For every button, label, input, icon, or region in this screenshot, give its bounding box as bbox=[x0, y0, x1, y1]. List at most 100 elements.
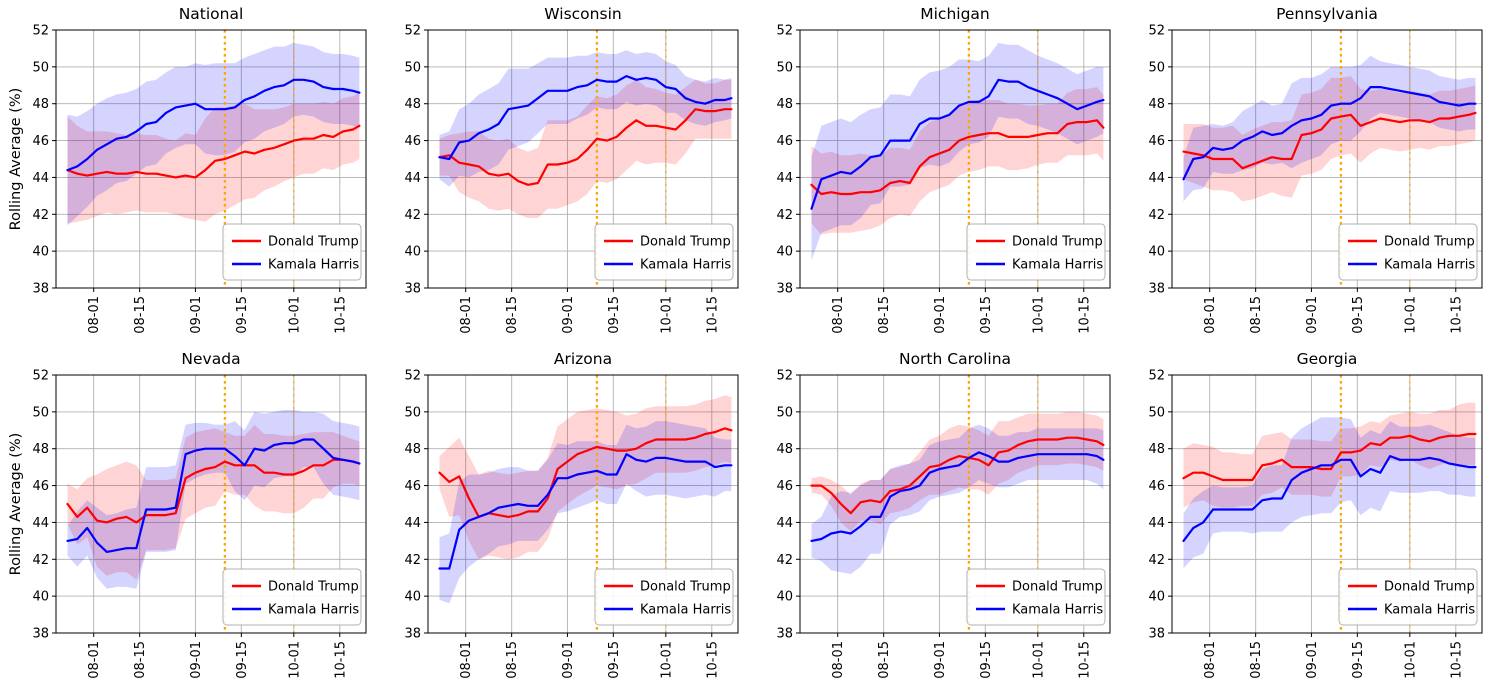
svg-text:42: 42 bbox=[32, 553, 49, 568]
svg-text:10-01: 10-01 bbox=[1403, 296, 1418, 334]
svg-text:10-15: 10-15 bbox=[333, 641, 348, 679]
subplot-title-north-carolina: North Carolina bbox=[898, 350, 1012, 368]
svg-text:48: 48 bbox=[1148, 97, 1165, 112]
svg-text:08-01: 08-01 bbox=[1203, 641, 1218, 679]
svg-text:09-15: 09-15 bbox=[1351, 641, 1366, 679]
svg-text:Donald Trump: Donald Trump bbox=[268, 235, 359, 250]
svg-text:44: 44 bbox=[404, 171, 421, 186]
svg-text:08-01: 08-01 bbox=[459, 296, 474, 334]
svg-text:46: 46 bbox=[404, 479, 421, 494]
svg-text:42: 42 bbox=[776, 553, 793, 568]
svg-text:50: 50 bbox=[776, 60, 793, 75]
svg-text:52: 52 bbox=[404, 369, 421, 384]
svg-text:08-15: 08-15 bbox=[1249, 641, 1264, 679]
subplot-arizona: 38 40 42 44 46 48 50 52 08-01 08-15 09-01 09-15 10-0… bbox=[372, 345, 744, 690]
subplot-title-national: National bbox=[178, 5, 244, 23]
svg-text:42: 42 bbox=[32, 208, 49, 223]
svg-text:50: 50 bbox=[776, 405, 793, 420]
svg-text:44: 44 bbox=[776, 516, 793, 531]
svg-text:08-01: 08-01 bbox=[1203, 296, 1218, 334]
svg-text:52: 52 bbox=[32, 24, 49, 39]
svg-text:Donald Trump: Donald Trump bbox=[640, 580, 731, 595]
subplot-georgia: 38 40 42 44 46 48 50 52 08-01 08-15 09-01 09-15 10-0… bbox=[1116, 345, 1488, 690]
svg-text:40: 40 bbox=[32, 245, 49, 260]
subplot-title-georgia: Georgia bbox=[1296, 350, 1358, 368]
svg-text:42: 42 bbox=[1148, 553, 1165, 568]
svg-text:Donald Trump: Donald Trump bbox=[640, 235, 731, 250]
svg-text:48: 48 bbox=[1148, 442, 1165, 457]
svg-text:38: 38 bbox=[1148, 282, 1165, 297]
svg-text:44: 44 bbox=[32, 516, 49, 531]
svg-text:10-01: 10-01 bbox=[1031, 296, 1046, 334]
svg-text:09-15: 09-15 bbox=[979, 296, 994, 334]
svg-text:44: 44 bbox=[32, 171, 49, 186]
svg-text:38: 38 bbox=[1148, 627, 1165, 642]
svg-text:Donald Trump: Donald Trump bbox=[1384, 235, 1475, 250]
svg-text:38: 38 bbox=[776, 627, 793, 642]
svg-text:46: 46 bbox=[1148, 134, 1165, 149]
y-axis-label: Rolling Average (%) bbox=[8, 87, 24, 231]
svg-text:46: 46 bbox=[776, 134, 793, 149]
svg-text:08-01: 08-01 bbox=[459, 641, 474, 679]
subplot-title-michigan: Michigan bbox=[920, 5, 990, 23]
svg-text:40: 40 bbox=[1148, 245, 1165, 260]
svg-text:48: 48 bbox=[776, 442, 793, 457]
michigan-chart-canvas: 38 40 42 44 46 48 50 52 08-01 08-15 09-01 09-15 10-0… bbox=[776, 24, 1111, 334]
svg-text:09-01: 09-01 bbox=[933, 296, 948, 334]
svg-text:08-01: 08-01 bbox=[87, 296, 102, 334]
svg-text:09-15: 09-15 bbox=[979, 641, 994, 679]
subplot-national: 38 40 42 44 46 48 50 52 08-01 08-15 09-01 09-15 10-0… bbox=[0, 0, 372, 345]
svg-text:40: 40 bbox=[776, 245, 793, 260]
svg-text:38: 38 bbox=[32, 627, 49, 642]
svg-text:38: 38 bbox=[776, 282, 793, 297]
svg-text:38: 38 bbox=[404, 282, 421, 297]
svg-text:44: 44 bbox=[1148, 516, 1165, 531]
svg-text:08-15: 08-15 bbox=[877, 641, 892, 679]
svg-text:46: 46 bbox=[404, 134, 421, 149]
svg-text:Kamala Harris: Kamala Harris bbox=[640, 258, 731, 273]
svg-text:Kamala Harris: Kamala Harris bbox=[1384, 258, 1475, 273]
svg-text:Kamala Harris: Kamala Harris bbox=[1012, 258, 1103, 273]
svg-text:44: 44 bbox=[404, 516, 421, 531]
svg-text:38: 38 bbox=[32, 282, 49, 297]
georgia-chart-canvas: 38 40 42 44 46 48 50 52 08-01 08-15 09-01 09-15 10-0… bbox=[1148, 369, 1483, 679]
svg-text:40: 40 bbox=[404, 245, 421, 260]
svg-text:50: 50 bbox=[32, 60, 49, 75]
svg-text:50: 50 bbox=[404, 60, 421, 75]
svg-text:10-15: 10-15 bbox=[705, 296, 720, 334]
svg-text:08-15: 08-15 bbox=[877, 296, 892, 334]
svg-text:48: 48 bbox=[32, 97, 49, 112]
svg-text:10-15: 10-15 bbox=[705, 641, 720, 679]
svg-text:40: 40 bbox=[32, 590, 49, 605]
svg-text:46: 46 bbox=[32, 479, 49, 494]
svg-text:Kamala Harris: Kamala Harris bbox=[268, 603, 359, 618]
svg-text:Donald Trump: Donald Trump bbox=[1384, 580, 1475, 595]
svg-text:09-01: 09-01 bbox=[561, 641, 576, 679]
subplot-nevada: 38 40 42 44 46 48 50 52 08-01 08-15 09-01 09-15 10-0… bbox=[0, 345, 372, 690]
svg-text:52: 52 bbox=[1148, 24, 1165, 39]
svg-text:10-15: 10-15 bbox=[1449, 296, 1464, 334]
subplot-north-carolina: 38 40 42 44 46 48 50 52 08-01 08-15 09-01 09-15 10-0… bbox=[744, 345, 1116, 690]
svg-text:09-15: 09-15 bbox=[607, 296, 622, 334]
svg-text:10-01: 10-01 bbox=[659, 296, 674, 334]
svg-text:Kamala Harris: Kamala Harris bbox=[1384, 603, 1475, 618]
svg-text:08-15: 08-15 bbox=[1249, 296, 1264, 334]
svg-text:38: 38 bbox=[404, 627, 421, 642]
svg-text:50: 50 bbox=[1148, 60, 1165, 75]
svg-text:09-01: 09-01 bbox=[933, 641, 948, 679]
svg-text:09-01: 09-01 bbox=[189, 296, 204, 334]
svg-text:52: 52 bbox=[776, 24, 793, 39]
svg-text:40: 40 bbox=[1148, 590, 1165, 605]
svg-text:42: 42 bbox=[404, 553, 421, 568]
svg-text:09-15: 09-15 bbox=[235, 296, 250, 334]
svg-text:50: 50 bbox=[32, 405, 49, 420]
nevada-chart-canvas: 38 40 42 44 46 48 50 52 08-01 08-15 09-01 09-15 10-0… bbox=[32, 369, 367, 679]
svg-text:42: 42 bbox=[404, 208, 421, 223]
svg-text:10-01: 10-01 bbox=[659, 641, 674, 679]
svg-text:44: 44 bbox=[776, 171, 793, 186]
svg-text:09-01: 09-01 bbox=[1305, 296, 1320, 334]
svg-text:10-01: 10-01 bbox=[1403, 641, 1418, 679]
svg-text:Kamala Harris: Kamala Harris bbox=[268, 258, 359, 273]
subplot-pennsylvania: 38 40 42 44 46 48 50 52 08-01 08-15 09-01 09-15 10-0… bbox=[1116, 0, 1488, 345]
